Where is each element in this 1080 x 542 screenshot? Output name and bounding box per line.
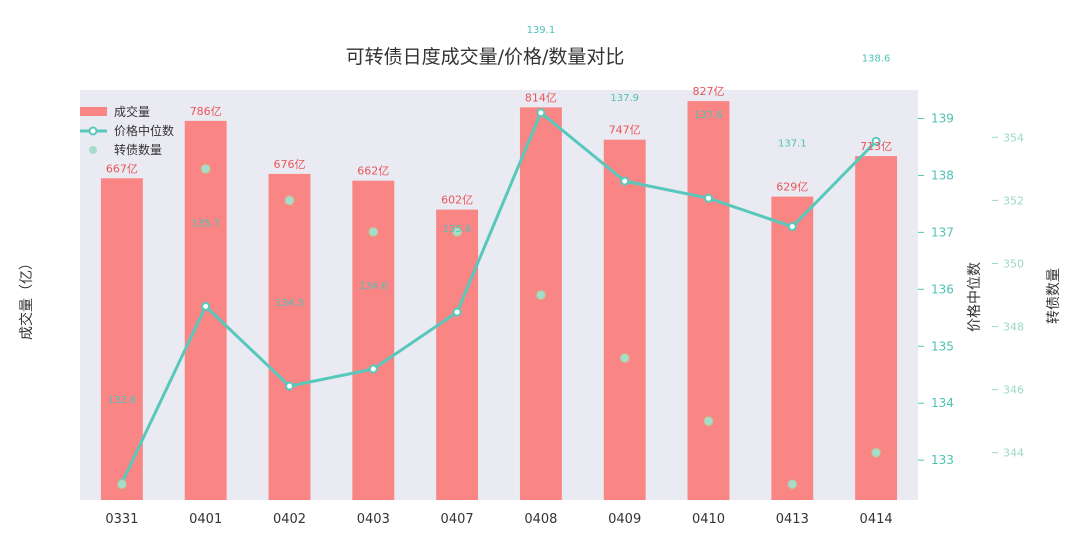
bar-label-0401: 786亿 (190, 105, 222, 118)
legend-swatch-volume (80, 107, 107, 116)
legend-marker-count (89, 146, 97, 154)
count-point-0414 (871, 447, 882, 458)
x-tick-0408: 0408 (524, 512, 557, 527)
bar-label-0331: 667亿 (106, 162, 138, 175)
count-point-0407 (452, 226, 463, 237)
bars-layer (100, 101, 898, 501)
count-point-0403 (368, 226, 379, 237)
x-tick-0409: 0409 (608, 512, 641, 527)
bar-0409 (603, 139, 646, 500)
bar-0408 (519, 107, 562, 500)
bar-label-0410: 827亿 (693, 85, 725, 98)
price-tick-135: 135 (931, 339, 954, 353)
left-axis-label: 成交量（亿） (18, 256, 35, 340)
bar-0407 (436, 209, 479, 500)
count-point-0402 (284, 195, 295, 206)
scatter-layer (116, 163, 882, 490)
line-layer (117, 108, 881, 488)
bar-label-0407: 602亿 (441, 194, 473, 207)
x-tick-0413: 0413 (776, 512, 809, 527)
price-label-0410: 137.6 (694, 110, 723, 121)
price-label-0403: 134.6 (359, 281, 388, 292)
price-tick-138: 138 (931, 168, 954, 182)
bar-labels-layer: 667亿 786亿 676亿 662亿 602亿 814亿 747亿 827亿 629亿 713亿 (106, 85, 892, 207)
price-label-0407: 135.6 (443, 224, 472, 235)
price-tick-137: 137 (931, 225, 954, 239)
count-point-0409 (619, 353, 630, 364)
bar-label-0402: 676亿 (274, 158, 306, 171)
x-tick-0403: 0403 (357, 512, 390, 527)
count-tick-352: 352 (1003, 194, 1024, 207)
price-label-0414: 138.6 (862, 53, 891, 64)
bar-label-0414: 713亿 (860, 140, 892, 153)
bar-0402 (268, 173, 311, 500)
price-point-0413 (787, 222, 797, 232)
count-tick-348: 348 (1003, 321, 1024, 334)
x-tick-0407: 0407 (441, 512, 474, 527)
price-labels-layer: 132.6 135.7 134.3 134.6 135.6 139.1 137.9 137.6… (108, 25, 891, 406)
legend-label-price: 价格中位数 (114, 123, 174, 138)
x-tick-0331: 0331 (105, 512, 138, 527)
price-point-0409 (620, 176, 630, 186)
bar-0410 (687, 101, 730, 500)
price-point-0403 (368, 364, 378, 374)
bar-label-0409: 747亿 (609, 124, 641, 137)
price-label-0401: 135.7 (191, 218, 220, 229)
chart-title: 可转债日度成交量/价格/数量对比 (346, 46, 625, 68)
bar-label-0408: 814亿 (525, 91, 557, 104)
x-tick-0410: 0410 (692, 512, 725, 527)
price-point-0408 (536, 108, 546, 118)
price-label-0408: 139.1 (527, 25, 556, 36)
bar-0414 (855, 156, 898, 501)
price-tick-134: 134 (931, 396, 954, 410)
count-point-0410 (703, 416, 714, 427)
x-tick-0414: 0414 (860, 512, 893, 527)
x-axis: 0331 0401 0402 0403 0407 0408 0409 0410 0413 0414 (105, 512, 892, 527)
price-tick-139: 139 (931, 111, 954, 125)
price-label-0331: 132.6 (108, 395, 137, 406)
count-point-0408 (535, 290, 546, 300)
price-tick-136: 136 (931, 282, 954, 296)
price-tick-133: 133 (931, 453, 954, 467)
price-point-0402 (285, 381, 294, 391)
x-tick-0401: 0401 (189, 512, 222, 527)
count-point-0413 (787, 479, 798, 490)
price-line (120, 111, 878, 484)
count-tick-354: 354 (1003, 131, 1024, 144)
price-axis-label: 价格中位数 (967, 262, 983, 332)
count-point-0331 (116, 479, 127, 490)
price-label-0413: 137.1 (778, 139, 807, 150)
count-tick-344: 344 (1003, 447, 1024, 460)
bar-label-0403: 662亿 (357, 165, 389, 178)
price-label-0402: 134.3 (275, 298, 304, 309)
x-tick-0402: 0402 (273, 512, 306, 527)
count-tick-350: 350 (1003, 257, 1024, 270)
count-point-0401 (200, 163, 211, 174)
legend-label-volume: 成交量 (114, 104, 150, 119)
count-tick-346: 346 (1003, 384, 1024, 397)
bar-0413 (771, 196, 814, 500)
legend-marker-price (88, 126, 98, 136)
price-point-0410 (704, 193, 713, 203)
bar-0331 (100, 178, 143, 501)
count-axis: 344 346 348 350 352 354 (992, 131, 1024, 460)
price-point-0407 (452, 307, 462, 317)
price-axis: 133 134 135 136 137 138 139 (918, 111, 954, 467)
price-label-0409: 137.9 (610, 93, 639, 104)
price-point-0414 (871, 136, 881, 146)
legend: 成交量 价格中位数 转债数量 (80, 104, 174, 157)
legend-label-count: 转债数量 (114, 142, 162, 157)
count-axis-label: 转债数量 (1046, 268, 1062, 324)
bar-label-0413: 629亿 (776, 181, 808, 194)
price-point-0401 (201, 301, 211, 311)
